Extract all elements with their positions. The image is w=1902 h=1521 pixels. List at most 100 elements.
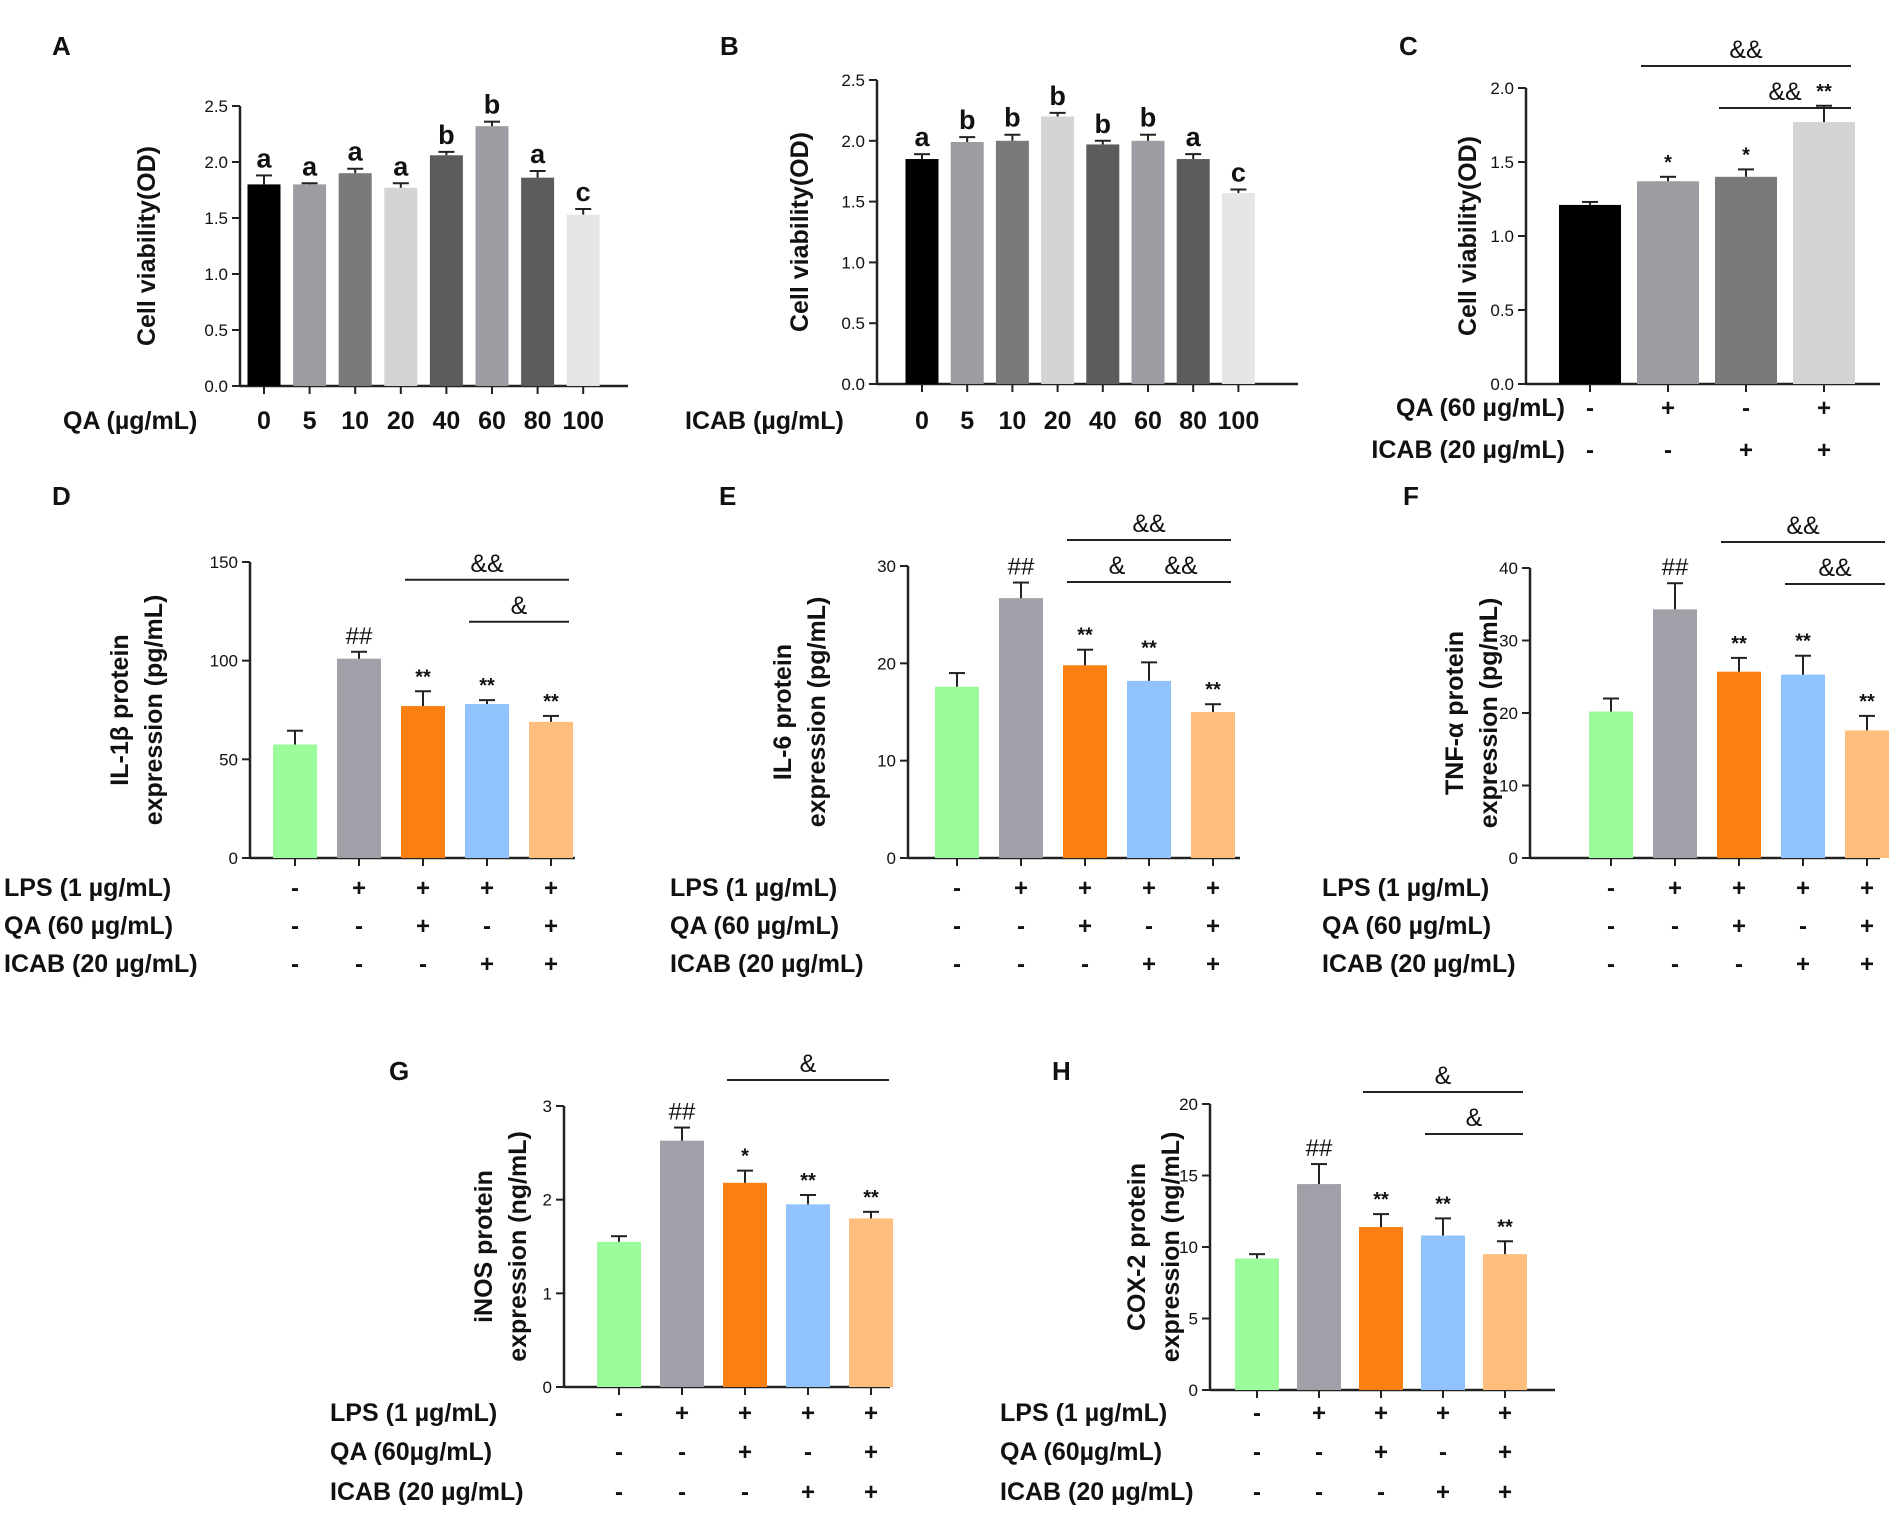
treatment-sign: +: [801, 1479, 815, 1506]
x-tick-label: 40: [1089, 407, 1117, 435]
bar: [1086, 144, 1120, 384]
treatment-sign: -: [1671, 951, 1679, 978]
treatment-row-label: LPS (1 µg/mL): [4, 874, 171, 902]
treatment-sign: +: [1860, 951, 1874, 978]
treatment-sign: +: [1739, 437, 1753, 464]
treatment-sign: +: [1817, 437, 1831, 464]
treatment-sign: -: [1439, 1439, 1447, 1466]
treatment-sign: +: [864, 1439, 878, 1466]
treatment-sign: -: [419, 951, 427, 978]
treatment-sign: +: [1206, 875, 1220, 902]
treatment-row-label: ICAB (20 µg/mL): [1000, 1478, 1194, 1506]
significance-label: a: [914, 122, 930, 152]
treatment-sign: +: [1374, 1439, 1388, 1466]
treatment-sign: +: [544, 913, 558, 940]
bar: [1221, 193, 1255, 384]
treatment-sign: -: [1664, 437, 1672, 464]
x-tick-label: 60: [1134, 407, 1162, 435]
significance-label: *: [1742, 144, 1750, 166]
x-tick-label: 80: [524, 407, 552, 435]
treatment-sign: -: [291, 913, 299, 940]
significance-label: b: [484, 90, 501, 120]
bar: [1559, 204, 1621, 384]
y-tick-label: 1: [543, 1284, 552, 1303]
bracket-label: &: [511, 592, 528, 620]
treatment-sign: +: [1661, 395, 1675, 422]
bar: [1845, 730, 1889, 858]
treatment-row-label: QA (60 µg/mL): [1396, 394, 1565, 422]
treatment-row-label: QA (60µg/mL): [330, 1438, 492, 1466]
bar: [384, 187, 418, 386]
bar: [786, 1204, 830, 1387]
y-tick-label: 0.0: [1490, 375, 1514, 394]
treatment-sign: +: [1142, 875, 1156, 902]
significance-label: ##: [346, 623, 373, 650]
x-tick-label: 10: [998, 407, 1026, 435]
chart-panel-d: D 0 50 100 150 IL-1β protein expression (pg/mL…: [4, 481, 575, 978]
treatment-sign: +: [1817, 395, 1831, 422]
bar: [995, 140, 1029, 384]
significance-label: a: [530, 139, 546, 169]
y-tick-label: 0: [887, 849, 896, 868]
significance-label: a: [1186, 122, 1202, 152]
y-tick-label: 0: [543, 1378, 552, 1397]
treatment-sign: -: [1586, 395, 1594, 422]
y-tick-label: 5: [1189, 1310, 1198, 1329]
y-axis-label: expression (pg/mL): [140, 595, 168, 826]
significance-label: *: [1664, 152, 1672, 174]
significance-label: a: [256, 143, 272, 173]
bar: [1063, 665, 1107, 858]
panel-letter: H: [1052, 1056, 1071, 1086]
treatment-sign: +: [1206, 913, 1220, 940]
treatment-sign: -: [1377, 1479, 1385, 1506]
bar: [935, 686, 979, 858]
y-axis-label: expression (pg/mL): [1475, 598, 1503, 829]
treatment-sign: -: [291, 875, 299, 902]
significance-label: **: [1859, 691, 1875, 713]
treatment-sign: -: [1315, 1479, 1323, 1506]
treatment-sign: -: [615, 1400, 623, 1427]
bar: [1715, 176, 1777, 384]
bar: [1781, 674, 1825, 858]
y-tick-label: 0.0: [204, 377, 228, 396]
significance-label: b: [1004, 103, 1021, 133]
treatment-sign: -: [291, 951, 299, 978]
bar: [521, 177, 555, 386]
x-axis-label: QA (µg/mL): [63, 407, 197, 435]
x-tick-label: 20: [387, 407, 415, 435]
x-tick-label: 100: [1218, 407, 1260, 435]
treatment-sign: +: [416, 875, 430, 902]
chart-panel-h: H 0 5 10 15 20 COX-2 protein expression (ng/mL)…: [1000, 1056, 1555, 1506]
x-tick-label: 5: [303, 407, 317, 435]
panel-letter: D: [52, 481, 71, 511]
treatment-sign: +: [1732, 913, 1746, 940]
treatment-sign: +: [1668, 875, 1682, 902]
treatment-row-label: ICAB (20 µg/mL): [1371, 436, 1565, 464]
treatment-sign: +: [1312, 1400, 1326, 1427]
treatment-sign: +: [1078, 913, 1092, 940]
treatment-sign: -: [483, 913, 491, 940]
y-tick-label: 1.0: [1490, 227, 1514, 246]
treatment-sign: -: [1742, 395, 1750, 422]
significance-label: **: [415, 666, 431, 688]
y-tick-label: 150: [210, 553, 238, 572]
bar: [338, 173, 372, 386]
treatment-row-label: QA (60 µg/mL): [4, 912, 173, 940]
treatment-sign: +: [1796, 951, 1810, 978]
significance-label: b: [1049, 81, 1066, 111]
treatment-sign: +: [1142, 951, 1156, 978]
significance-label: **: [1497, 1216, 1513, 1238]
treatment-sign: -: [615, 1439, 623, 1466]
bar: [1127, 680, 1171, 858]
y-tick-label: 10: [1499, 777, 1518, 796]
y-tick-label: 2.5: [204, 97, 228, 116]
y-tick-label: 20: [1499, 704, 1518, 723]
y-tick-label: 1.5: [1490, 153, 1514, 172]
bar: [293, 184, 327, 386]
y-tick-label: 100: [210, 652, 238, 671]
y-axis-label: iNOS protein: [470, 1170, 498, 1323]
y-tick-label: 2.0: [1490, 79, 1514, 98]
treatment-sign: +: [352, 875, 366, 902]
